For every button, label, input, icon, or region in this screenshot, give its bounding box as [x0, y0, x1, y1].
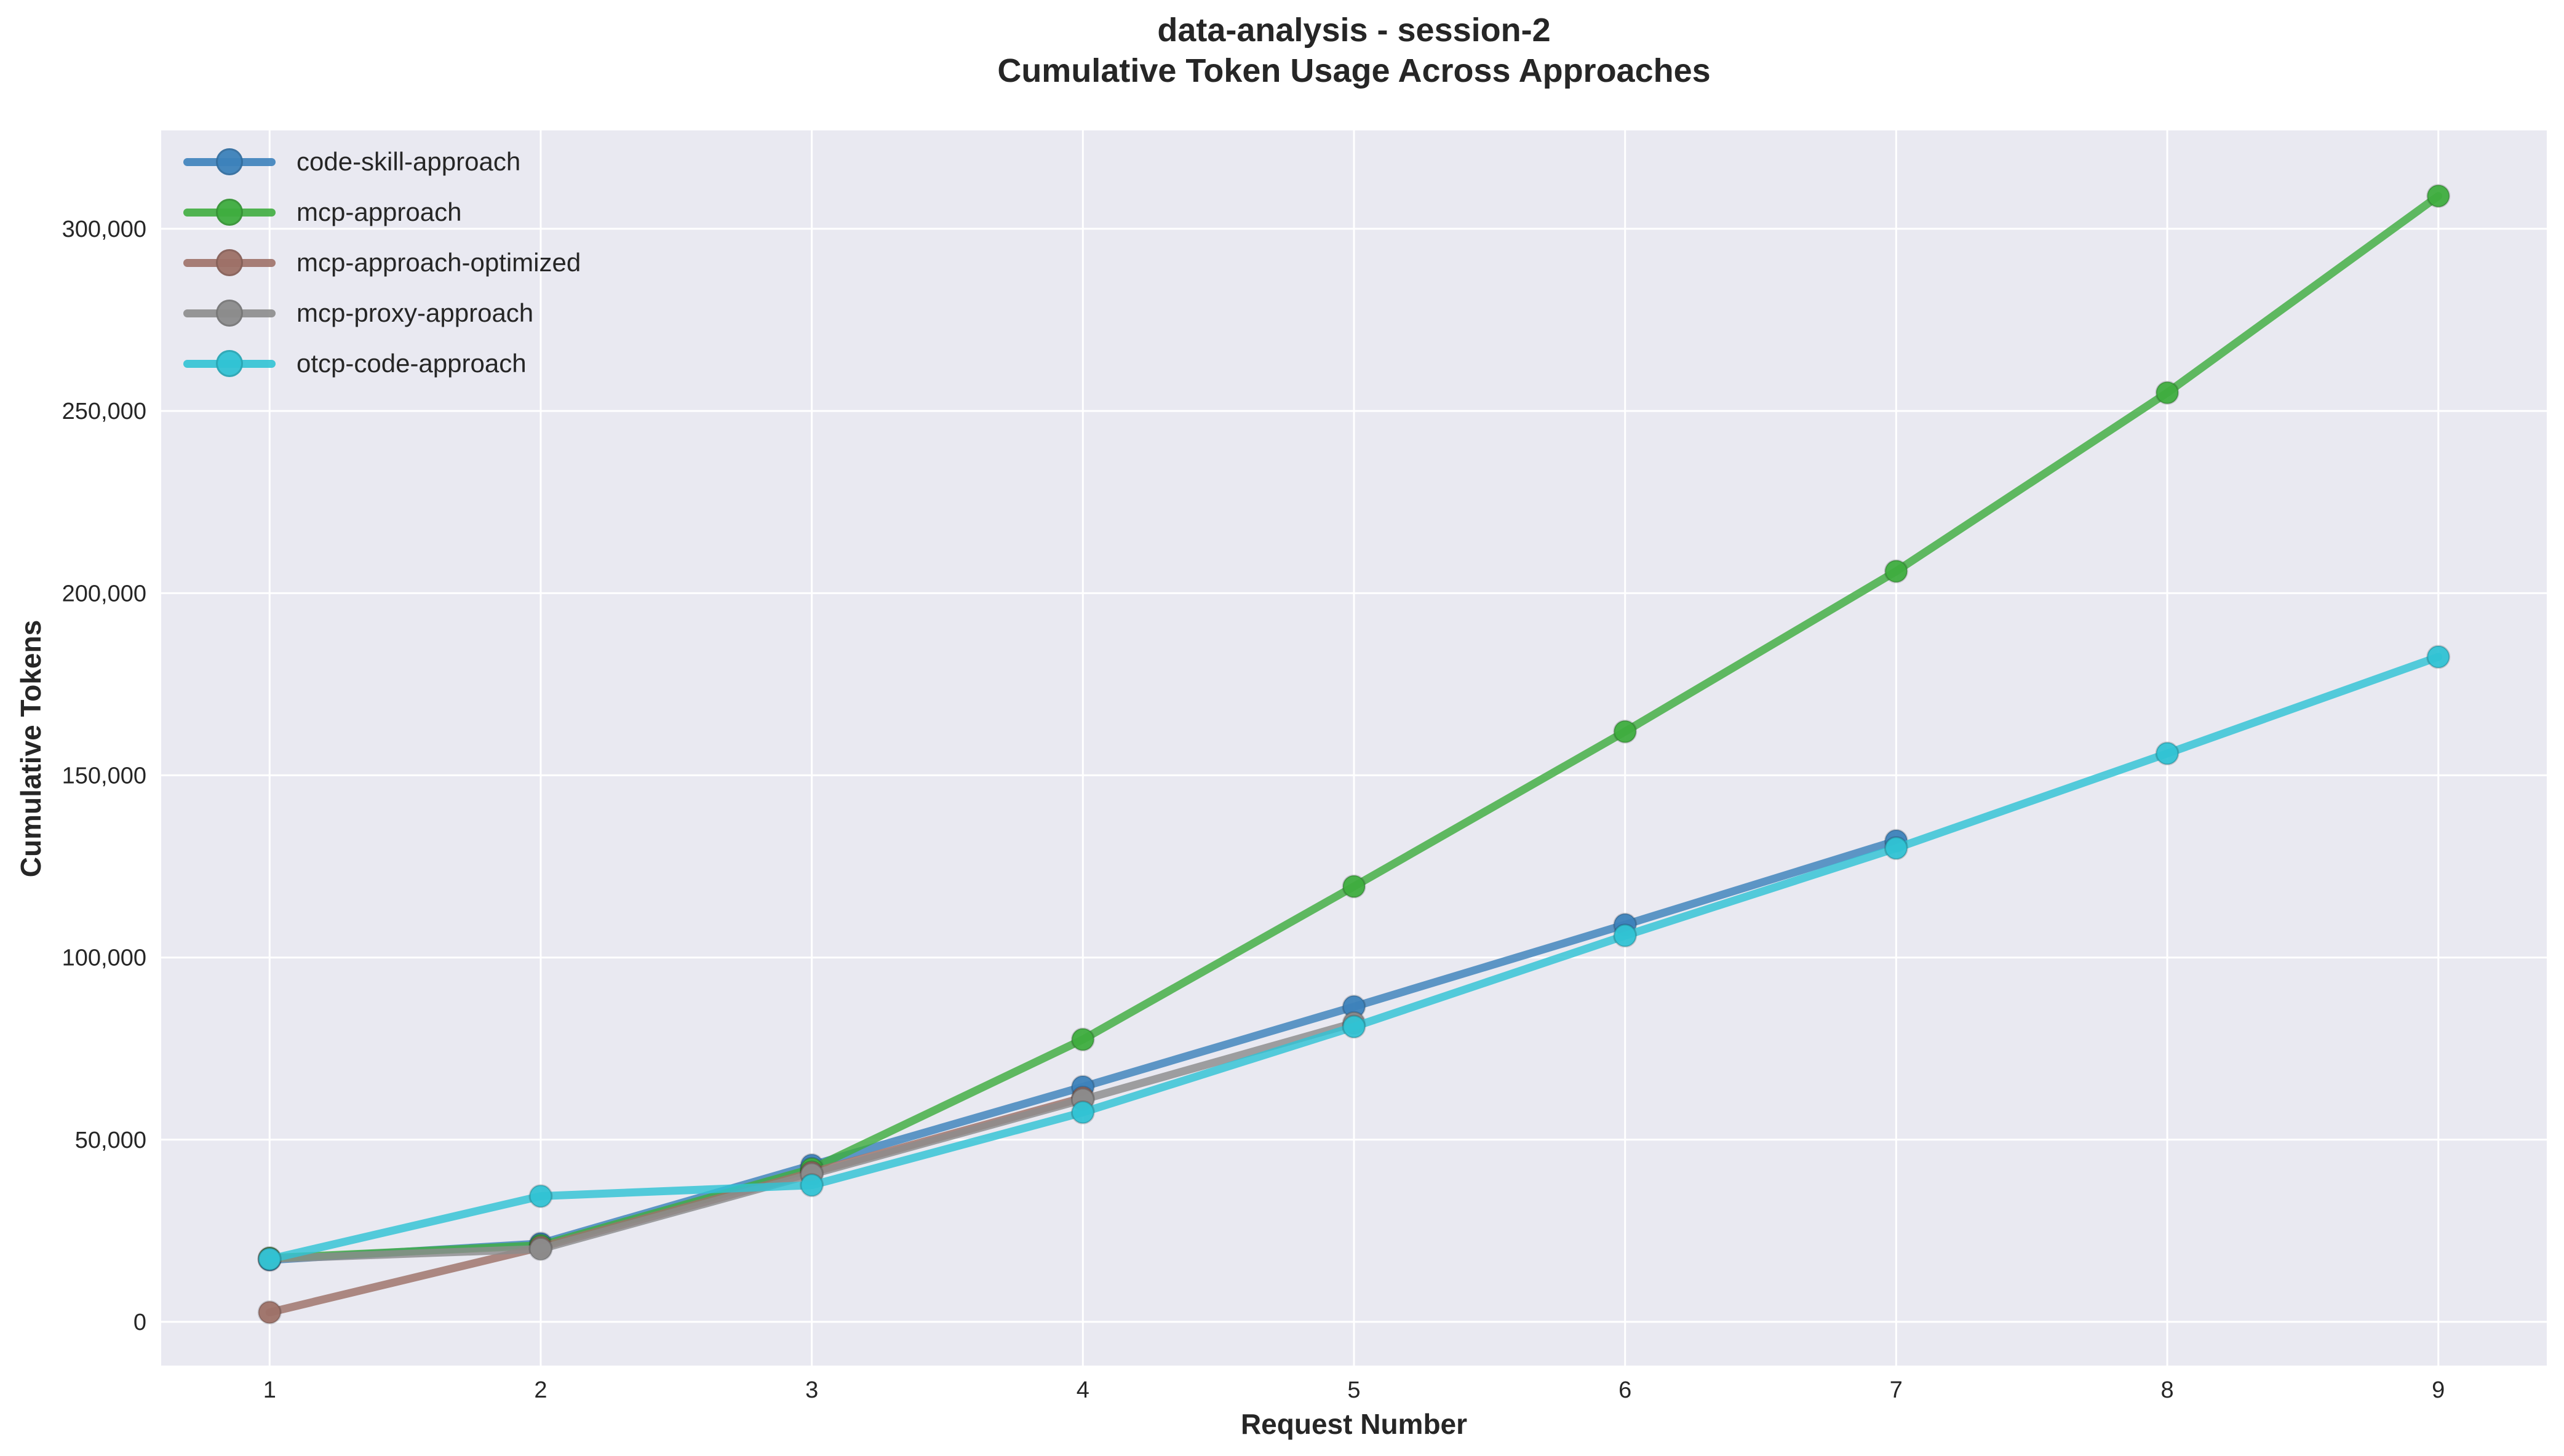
data-point-mcp-approach — [1070, 1027, 1095, 1052]
y-tick-label: 150,000 — [62, 763, 146, 789]
legend-line-marker-icon — [183, 347, 276, 380]
y-axis-title: Cumulative Tokens — [15, 619, 47, 878]
x-tick-label: 1 — [263, 1377, 276, 1403]
y-tick-label: 50,000 — [75, 1128, 146, 1153]
x-tick-label: 5 — [1347, 1377, 1360, 1403]
legend-label: mcp-approach-optimized — [297, 248, 581, 277]
legend-line-marker-icon — [183, 246, 276, 279]
data-point-otcp-code-approach — [528, 1184, 553, 1209]
data-point-mcp-approach — [2155, 380, 2180, 405]
data-point-otcp-code-approach — [1613, 923, 1638, 948]
x-tick-label: 8 — [2160, 1377, 2173, 1403]
x-tick-label: 9 — [2432, 1377, 2445, 1403]
x-tick-label: 3 — [805, 1377, 818, 1403]
legend-label: mcp-approach — [297, 197, 462, 226]
x-tick-label: 2 — [534, 1377, 547, 1403]
data-point-otcp-code-approach — [2426, 645, 2451, 669]
y-tick-label: 100,000 — [62, 945, 146, 971]
y-tick-label: 300,000 — [62, 217, 146, 242]
legend-item: mcp-approach-optimized — [183, 246, 581, 279]
y-tick-label: 200,000 — [62, 581, 146, 607]
legend-item: mcp-approach — [183, 196, 581, 229]
x-tick-label: 4 — [1077, 1377, 1089, 1403]
legend-label: code-skill-approach — [297, 147, 521, 176]
data-point-otcp-code-approach — [1342, 1014, 1366, 1039]
data-point-mcp-approach — [1342, 874, 1366, 899]
chart-title-line2: Cumulative Token Usage Across Approaches — [997, 52, 1711, 89]
legend-label: mcp-proxy-approach — [297, 298, 534, 327]
data-point-otcp-code-approach — [2155, 741, 2180, 766]
data-point-otcp-code-approach — [800, 1173, 824, 1198]
legend-item: mcp-proxy-approach — [183, 296, 581, 330]
x-tick-label: 7 — [1890, 1377, 1903, 1403]
legend-line-marker-icon — [183, 196, 276, 229]
data-point-mcp-approach — [1613, 719, 1638, 744]
data-point-otcp-code-approach — [1070, 1100, 1095, 1124]
data-point-mcp-proxy-approach — [528, 1236, 553, 1261]
x-axis-title: Request Number — [1240, 1408, 1468, 1440]
x-tick-label: 6 — [1618, 1377, 1631, 1403]
data-point-otcp-code-approach — [1884, 836, 1908, 861]
legend-line-marker-icon — [183, 145, 276, 178]
data-point-mcp-approach — [1884, 559, 1908, 584]
chart-title: data-analysis - session-2 Cumulative Tok… — [161, 10, 2547, 91]
legend-item: otcp-code-approach — [183, 347, 581, 380]
y-tick-label: 0 — [133, 1310, 146, 1335]
data-point-mcp-approach-optimized — [257, 1300, 282, 1325]
legend-item: code-skill-approach — [183, 145, 581, 178]
legend-label: otcp-code-approach — [297, 349, 527, 378]
chart-title-line1: data-analysis - session-2 — [1157, 12, 1551, 49]
data-point-otcp-code-approach — [257, 1247, 282, 1271]
legend-line-marker-icon — [183, 296, 276, 330]
y-tick-label: 250,000 — [62, 399, 146, 424]
data-point-mcp-approach — [2426, 184, 2451, 209]
legend: code-skill-approach mcp-approach mcp-app… — [183, 145, 581, 380]
